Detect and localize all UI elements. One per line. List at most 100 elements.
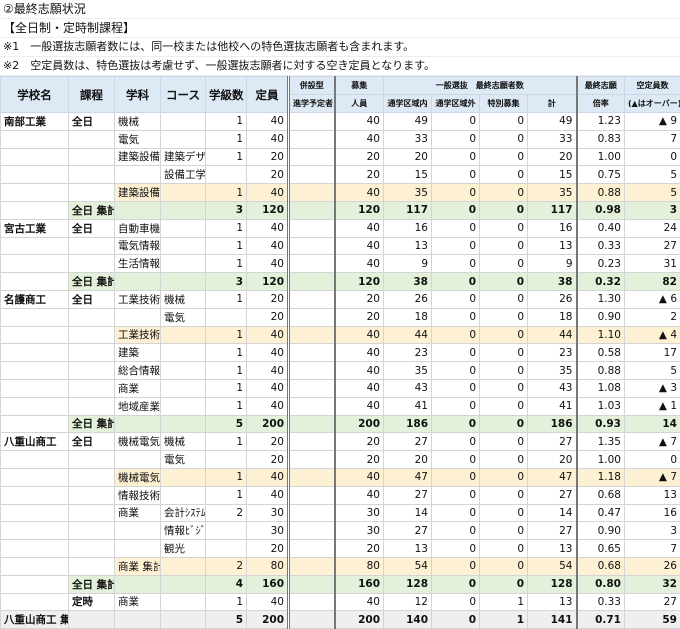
cell-ratio: 0.93 (577, 415, 625, 433)
cell-vacancy: 5 (625, 362, 680, 380)
cell-dept: 建築設備 集計 (115, 184, 161, 202)
cell-ratio: 1.18 (577, 468, 625, 486)
cell-dept (115, 451, 161, 469)
cell-ratio: 0.23 (577, 255, 625, 273)
cell-total: 44 (528, 326, 577, 344)
cell-vacancy: 13 (625, 486, 680, 504)
cell-heisetsu (289, 451, 335, 469)
header-school: 学校名 (1, 77, 69, 113)
cell-special: 0 (480, 130, 528, 148)
cell-coursename (161, 379, 206, 397)
cell-classes: 1 (206, 593, 247, 611)
cell-special: 0 (480, 184, 528, 202)
cell-classes: 1 (206, 237, 247, 255)
cell-boshu: 80 (335, 557, 384, 575)
cell-ratio: 1.23 (577, 113, 625, 131)
cell-classes (206, 308, 247, 326)
cell-vacancy: 17 (625, 344, 680, 362)
cell-total: 18 (528, 308, 577, 326)
cell-school (1, 415, 69, 433)
cell-total: 26 (528, 290, 577, 308)
cell-inner: 128 (384, 575, 432, 593)
cell-classes: 5 (206, 415, 247, 433)
cell-school: 名護商工 (1, 290, 69, 308)
cell-inner: 12 (384, 593, 432, 611)
header-ratio: 最終志願 (577, 77, 625, 95)
cell-capacity: 40 (247, 593, 289, 611)
cell-classes: 3 (206, 273, 247, 291)
cell-heisetsu (289, 166, 335, 184)
cell-dept (115, 575, 161, 593)
cell-special: 0 (480, 397, 528, 415)
cell-course (69, 237, 115, 255)
cell-school (1, 148, 69, 166)
cell-coursename (161, 201, 206, 219)
sub-row: 建築設備 集計140403500350.885 (1, 184, 680, 202)
cell-boshu: 40 (335, 468, 384, 486)
cell-heisetsu (289, 130, 335, 148)
cell-classes: 1 (206, 486, 247, 504)
cell-total: 13 (528, 237, 577, 255)
cell-school (1, 451, 69, 469)
cell-boshu: 200 (335, 415, 384, 433)
cell-capacity: 20 (247, 433, 289, 451)
cell-total: 27 (528, 522, 577, 540)
cell-heisetsu (289, 184, 335, 202)
cell-school (1, 486, 69, 504)
cell-school: 八重山商工 (1, 433, 69, 451)
cell-inner: 27 (384, 522, 432, 540)
cell-inner: 13 (384, 540, 432, 558)
cell-capacity: 30 (247, 522, 289, 540)
cell-inner: 47 (384, 468, 432, 486)
cell-school (1, 397, 69, 415)
cell-inner: 27 (384, 486, 432, 504)
cell-special: 0 (480, 113, 528, 131)
cell-outer: 0 (432, 326, 480, 344)
cell-vacancy: 2 (625, 308, 680, 326)
cell-coursename (161, 344, 206, 362)
cell-vacancy: 32 (625, 575, 680, 593)
cell-course (69, 486, 115, 504)
cell-total: 35 (528, 184, 577, 202)
cell-classes (206, 166, 247, 184)
cell-heisetsu (289, 308, 335, 326)
cell-boshu: 20 (335, 308, 384, 326)
cell-vacancy: ▲ 3 (625, 379, 680, 397)
cell-coursename (161, 326, 206, 344)
cell-course: 全日 集計 (69, 415, 115, 433)
cell-course (69, 397, 115, 415)
cell-course (69, 362, 115, 380)
cell-dept: 総合情報 (115, 362, 161, 380)
cell-capacity: 40 (247, 344, 289, 362)
cell-school: 宮古工業 (1, 219, 69, 237)
cell-outer: 0 (432, 486, 480, 504)
cell-boshu: 20 (335, 540, 384, 558)
cell-special: 1 (480, 593, 528, 611)
cell-coursename: 機械 (161, 433, 206, 451)
cell-total: 186 (528, 415, 577, 433)
cell-heisetsu (289, 397, 335, 415)
cell-capacity: 40 (247, 379, 289, 397)
cell-total: 128 (528, 575, 577, 593)
cell-vacancy: ▲ 4 (625, 326, 680, 344)
cell-boshu: 30 (335, 504, 384, 522)
cell-course (69, 326, 115, 344)
cell-total: 43 (528, 379, 577, 397)
header-vacancy: 空定員数 (625, 77, 680, 95)
cell-course (69, 522, 115, 540)
header-boshu: 募集 (335, 77, 384, 95)
cell-total: 49 (528, 113, 577, 131)
cell-classes: 1 (206, 468, 247, 486)
cell-classes (206, 540, 247, 558)
cell-school (1, 255, 69, 273)
cell-outer: 0 (432, 433, 480, 451)
cell-inner: 16 (384, 219, 432, 237)
cell-boshu: 40 (335, 593, 384, 611)
cell-course: 全日 (69, 219, 115, 237)
cell-school (1, 166, 69, 184)
cell-course (69, 504, 115, 522)
